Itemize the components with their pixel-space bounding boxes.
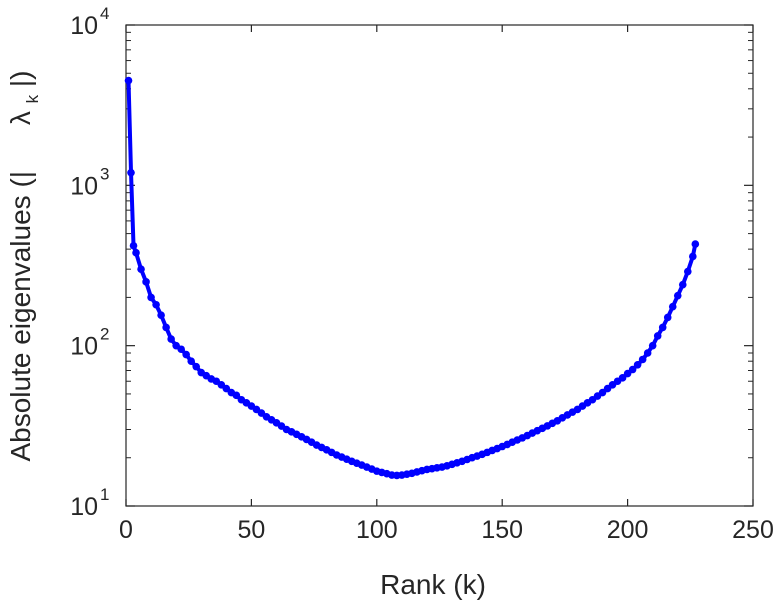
x-tick-label: 250 — [732, 516, 774, 544]
data-point — [232, 391, 241, 400]
y-axis-title-prefix: Absolute eigenvalues (| — [5, 171, 36, 462]
y-tick-exponent: 3 — [100, 164, 109, 183]
data-point — [129, 241, 138, 250]
y-axis-title-subscript: k — [23, 94, 42, 103]
x-tick-label: 50 — [237, 516, 265, 544]
data-point — [668, 302, 677, 311]
axis-ticks — [125, 24, 754, 507]
y-tick-exponent: 2 — [100, 325, 109, 344]
x-tick-labels: 0 50 100 150 200 250 — [119, 516, 774, 544]
data-point — [689, 252, 697, 261]
data-point — [152, 300, 160, 309]
data-point — [653, 332, 662, 340]
data-point — [132, 248, 140, 257]
y-axis-title-lambda: λ — [5, 111, 36, 125]
data-series — [124, 76, 700, 480]
data-point — [162, 323, 170, 332]
data-point — [633, 360, 642, 369]
y-tick-label: 10 — [70, 333, 98, 361]
data-point — [643, 349, 652, 357]
x-axis-title: Rank (k) — [380, 569, 486, 600]
y-tick-label: 10 — [70, 493, 98, 521]
data-point — [663, 313, 672, 322]
data-point — [638, 355, 647, 364]
x-tick-label: 100 — [356, 516, 398, 544]
data-point — [187, 357, 196, 366]
y-axis-title: Absolute eigenvalues (| λ k |) — [5, 70, 44, 461]
data-point — [618, 374, 627, 382]
y-axis-title-suffix: |) — [5, 70, 36, 87]
data-point — [167, 335, 175, 343]
data-point — [182, 350, 190, 359]
x-tick-label: 0 — [119, 516, 133, 544]
data-point — [628, 365, 637, 374]
data-point — [192, 362, 201, 371]
plot-frame — [125, 24, 754, 507]
data-point — [691, 240, 700, 248]
x-tick-label: 200 — [607, 516, 649, 544]
x-tick-label: 150 — [481, 516, 523, 544]
data-point — [673, 291, 682, 300]
data-point — [648, 341, 657, 350]
data-point — [157, 311, 165, 319]
data-point — [678, 280, 687, 289]
y-tick-exponent: 1 — [100, 485, 109, 504]
y-tick-label: 10 — [70, 12, 98, 40]
data-point — [147, 293, 155, 302]
data-point — [142, 278, 150, 286]
data-point — [177, 345, 185, 354]
data-point — [137, 265, 145, 273]
data-point — [658, 323, 667, 332]
y-tick-label: 10 — [70, 172, 98, 200]
data-point — [683, 267, 692, 276]
y-tick-exponent: 4 — [100, 4, 109, 23]
data-point — [124, 76, 133, 85]
data-point — [127, 168, 135, 177]
